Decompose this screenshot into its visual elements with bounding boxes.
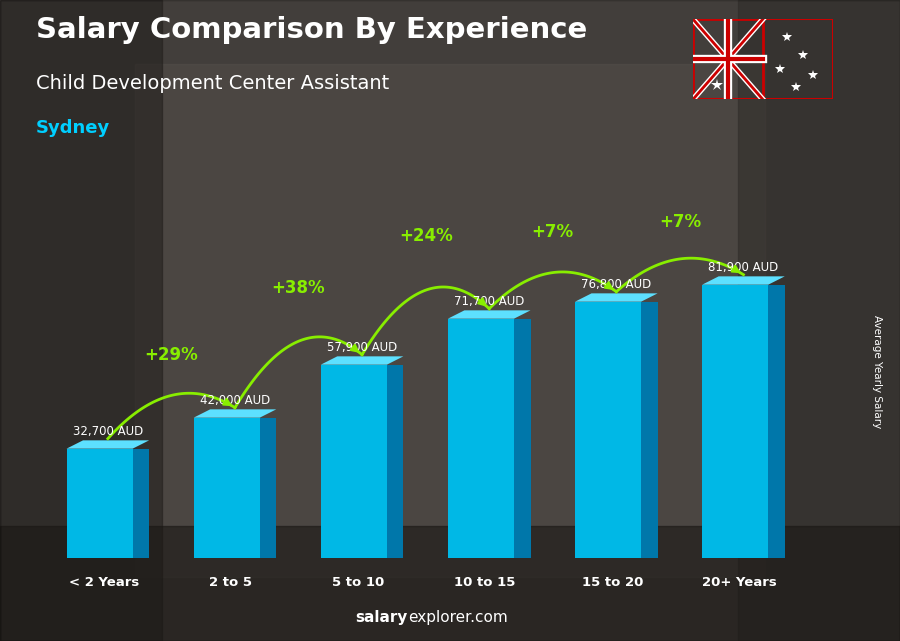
- Text: +38%: +38%: [272, 279, 325, 297]
- Text: 10 to 15: 10 to 15: [454, 576, 516, 589]
- Polygon shape: [702, 285, 769, 558]
- Polygon shape: [575, 302, 641, 558]
- Text: 57,900 AUD: 57,900 AUD: [327, 340, 397, 354]
- Text: 76,800 AUD: 76,800 AUD: [581, 278, 652, 290]
- Text: 81,900 AUD: 81,900 AUD: [708, 261, 778, 274]
- Text: 5 to 10: 5 to 10: [332, 576, 384, 589]
- Text: explorer.com: explorer.com: [408, 610, 508, 625]
- Polygon shape: [387, 365, 403, 558]
- Text: +7%: +7%: [659, 213, 701, 231]
- Text: salary: salary: [356, 610, 408, 625]
- Polygon shape: [448, 319, 514, 558]
- Polygon shape: [641, 302, 658, 558]
- Polygon shape: [194, 410, 276, 418]
- Text: Average Yearly Salary: Average Yearly Salary: [872, 315, 883, 428]
- Text: < 2 Years: < 2 Years: [68, 576, 139, 589]
- Text: Child Development Center Assistant: Child Development Center Assistant: [36, 74, 389, 93]
- Polygon shape: [320, 365, 387, 558]
- Polygon shape: [67, 449, 132, 558]
- Text: 71,700 AUD: 71,700 AUD: [454, 295, 525, 308]
- Bar: [0, 526, 900, 641]
- Polygon shape: [769, 285, 785, 558]
- Polygon shape: [448, 310, 530, 319]
- Text: Salary Comparison By Experience: Salary Comparison By Experience: [36, 16, 587, 44]
- Text: 20+ Years: 20+ Years: [702, 576, 777, 589]
- Text: 15 to 20: 15 to 20: [581, 576, 643, 589]
- Polygon shape: [260, 418, 276, 558]
- Polygon shape: [575, 294, 658, 302]
- Polygon shape: [194, 418, 260, 558]
- Text: +7%: +7%: [532, 223, 574, 241]
- Bar: [135, 64, 765, 577]
- Polygon shape: [702, 276, 785, 285]
- Bar: [738, 0, 900, 641]
- Polygon shape: [514, 319, 530, 558]
- Text: 42,000 AUD: 42,000 AUD: [200, 394, 270, 406]
- Polygon shape: [132, 449, 149, 558]
- Bar: [0, 0, 162, 641]
- Text: +29%: +29%: [145, 345, 198, 363]
- Text: +24%: +24%: [399, 227, 453, 245]
- Text: 32,700 AUD: 32,700 AUD: [73, 425, 143, 438]
- Text: Sydney: Sydney: [36, 119, 110, 137]
- Bar: [693, 19, 763, 99]
- Polygon shape: [67, 440, 149, 449]
- Text: 2 to 5: 2 to 5: [210, 576, 252, 589]
- Polygon shape: [320, 356, 403, 365]
